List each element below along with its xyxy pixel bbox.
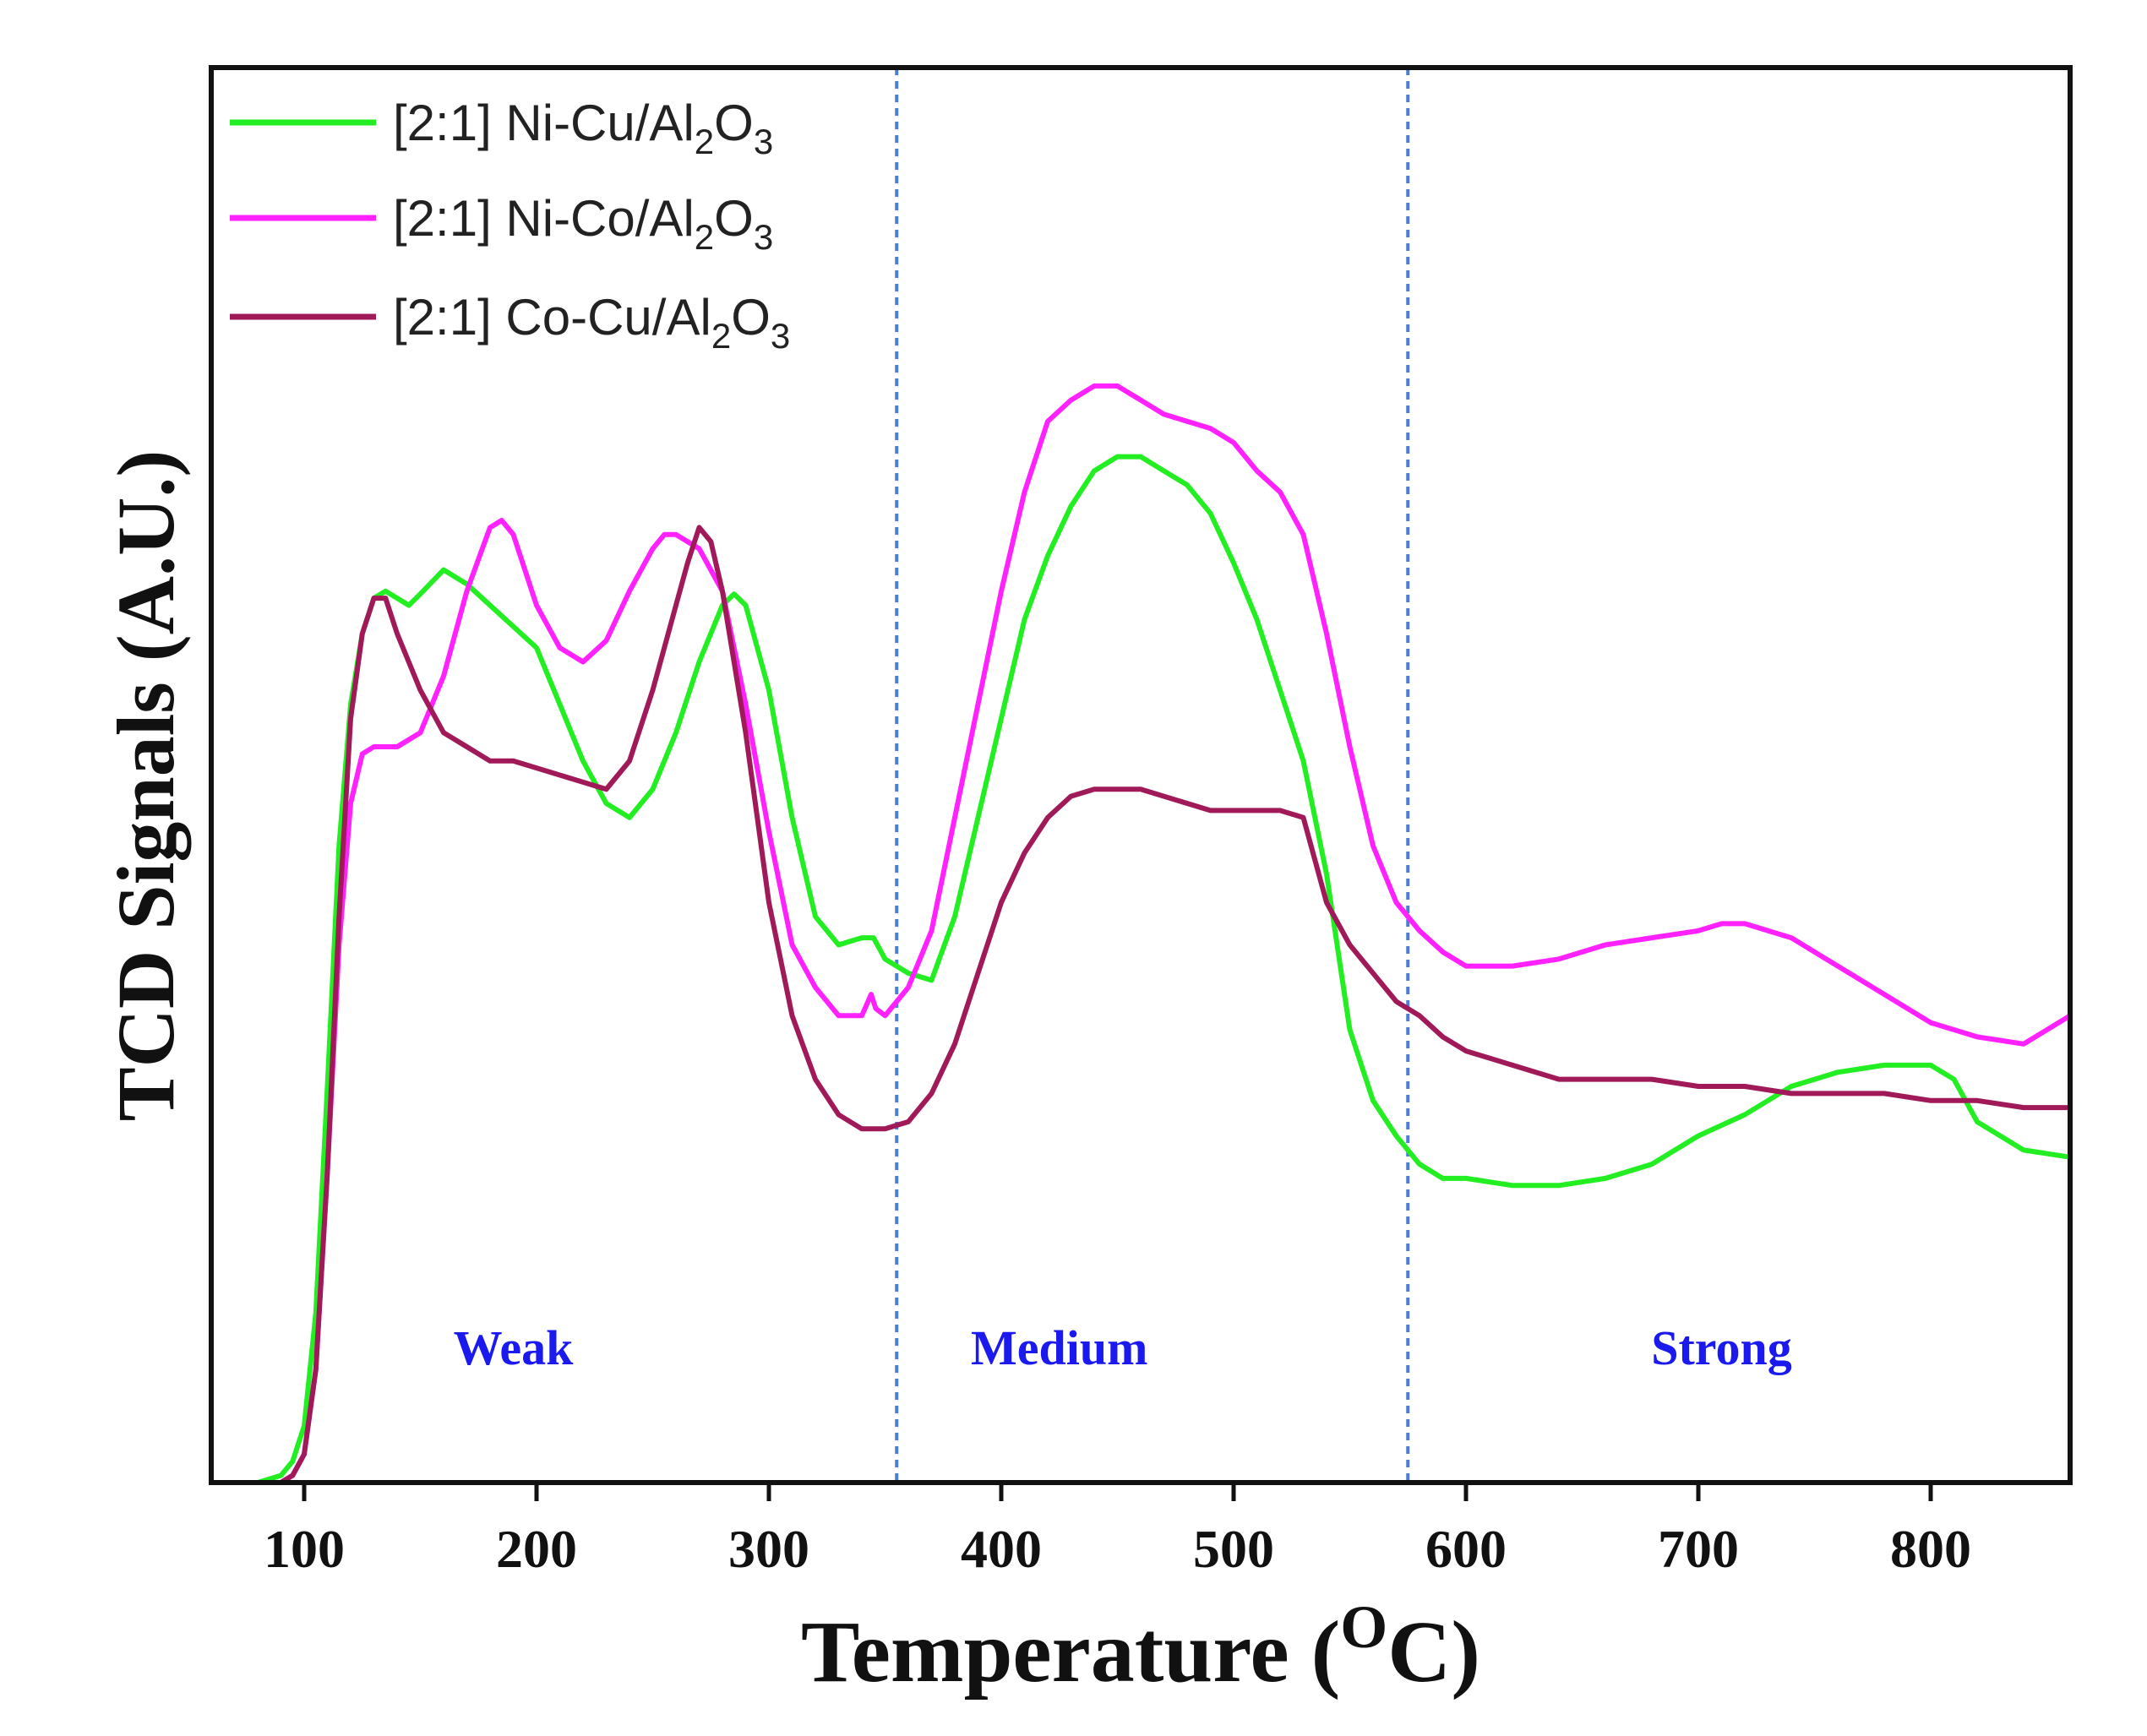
x-tick-label-600: 600 <box>1425 1519 1507 1579</box>
legend-label-ni-cu: [2:1] Ni-Cu/Al2O3 <box>393 95 773 161</box>
x-tick-label-200: 200 <box>496 1519 577 1579</box>
legend-label-co-cu: [2:1] Co-Cu/Al2O3 <box>393 289 790 356</box>
series-line-0 <box>255 454 2073 1485</box>
legend: [2:1] Ni-Cu/Al2O3 [2:1] Ni-Co/Al2O3 [2:1… <box>230 95 790 356</box>
x-axis-title: Temperature (OC) <box>801 1593 1480 1701</box>
data-series <box>255 383 2073 1485</box>
region-label-medium: Medium <box>971 1320 1147 1375</box>
series-line-1 <box>255 383 2073 1485</box>
x-tick-label-500: 500 <box>1193 1519 1274 1579</box>
x-axis-ticks: 100 200 300 400 500 600 700 800 <box>264 1483 1971 1579</box>
x-tick-label-400: 400 <box>961 1519 1042 1579</box>
region-dividers <box>895 68 1410 1483</box>
plot-frame <box>209 65 2073 1485</box>
y-axis-title: TCD Signals (A.U.) <box>101 450 191 1122</box>
legend-label-ni-co: [2:1] Ni-Co/Al2O3 <box>393 190 773 257</box>
x-tick-label-100: 100 <box>264 1519 345 1579</box>
series-line-2 <box>255 525 2073 1485</box>
region-label-weak: Weak <box>454 1320 575 1375</box>
x-tick-label-700: 700 <box>1658 1519 1739 1579</box>
x-tick-label-300: 300 <box>728 1519 809 1579</box>
region-label-strong: Strong <box>1651 1320 1792 1375</box>
x-tick-label-800: 800 <box>1890 1519 1971 1579</box>
region-labels: Weak Medium Strong <box>454 1320 1792 1375</box>
